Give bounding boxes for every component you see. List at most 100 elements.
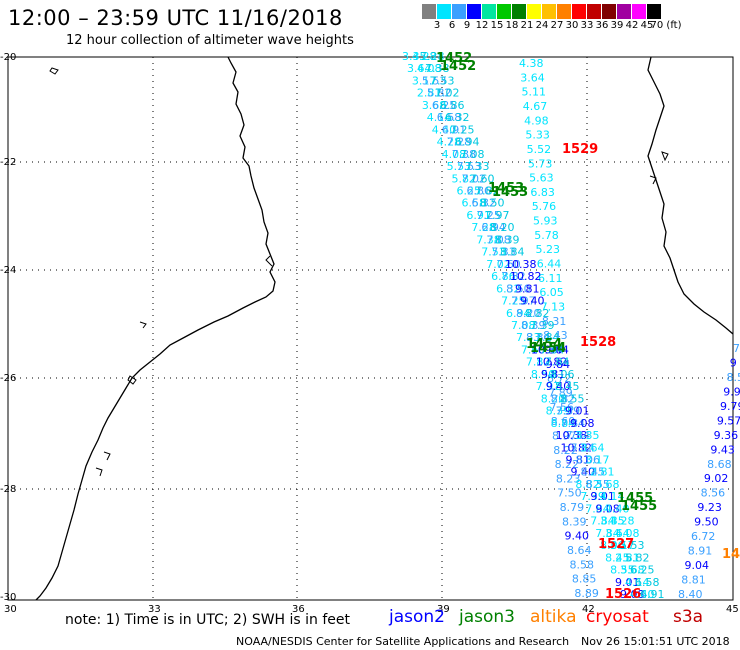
pass-time-label: 1453 xyxy=(492,185,528,200)
wave-height-value: 7.97 xyxy=(536,380,561,393)
wave-height-value: 6.05 xyxy=(539,286,564,299)
wave-height-value: 7.82 xyxy=(501,270,526,283)
wave-height-value: 9.50 xyxy=(694,516,719,529)
wave-height-value: 9.84 xyxy=(546,358,571,371)
wave-height-value: 10.38 xyxy=(531,343,563,356)
wave-height-value: 4.08 xyxy=(615,527,640,540)
wave-height-value: 7.53 xyxy=(430,74,455,87)
color-scale-swatch xyxy=(497,4,512,19)
wave-height-value: 10.82 xyxy=(510,270,542,283)
wave-height-value: 7.02 xyxy=(462,172,487,185)
wave-height-value: 3.64 xyxy=(520,71,545,84)
wave-height-value: 8.82 xyxy=(575,478,600,491)
map-frame xyxy=(7,56,734,601)
wave-height-value: 9.40 xyxy=(570,466,595,479)
wave-height-value: 8.06 xyxy=(600,539,625,552)
wave-height-value: 7.97 xyxy=(485,209,510,222)
wave-height-value: 9.40 xyxy=(546,380,571,393)
wave-height-value: 8.81 xyxy=(681,574,706,587)
wave-height-value: 9.01 xyxy=(615,576,640,589)
wave-height-value: 7.53 xyxy=(457,160,482,173)
wave-height-value: 3.64 xyxy=(605,527,630,540)
wave-height-value: 3.68 xyxy=(595,478,620,491)
coastline-madagascar-detail xyxy=(649,151,669,185)
color-scale-label: 70 (ft) xyxy=(650,20,682,31)
wave-height-value: 8.55 xyxy=(610,564,635,577)
wave-height-value: 7.84 xyxy=(585,502,610,515)
wave-height-value: 9.36 xyxy=(714,429,739,442)
wave-height-value: 4.67 xyxy=(523,100,548,113)
wave-height-value: 8.20 xyxy=(490,221,515,234)
color-scale-swatch xyxy=(647,4,662,19)
wave-height-value: 6.86 xyxy=(467,185,492,198)
wave-height-value: 7.60 xyxy=(496,258,521,271)
wave-height-value: 4.40 xyxy=(605,502,630,515)
wave-height-value: 8.84 xyxy=(526,331,551,344)
wave-height-value: 9 xyxy=(730,356,737,369)
wave-height-value: 8.84 xyxy=(551,417,576,430)
color-scale-swatch xyxy=(422,4,437,19)
wave-height-value: 6.32 xyxy=(496,282,521,295)
wave-height-value: 6.94 xyxy=(506,307,530,320)
wave-height-value: 7.84 xyxy=(561,417,586,430)
color-scale-swatch xyxy=(512,4,527,19)
pass-time-label: 1528 xyxy=(580,335,616,350)
wave-height-value: 5.23 xyxy=(536,243,561,256)
wave-height-value: 7.25 xyxy=(450,123,475,136)
wave-height-value: 10.82 xyxy=(561,441,593,454)
wave-height-value: 8.43 xyxy=(543,329,568,342)
wave-height-value: 8.97 xyxy=(552,429,577,442)
wave-height-value: 7.84 xyxy=(590,515,615,528)
wave-height-value: 8.58 xyxy=(569,558,594,571)
wave-height-value: 8.22 xyxy=(553,444,578,457)
wave-height-value: 3.64 xyxy=(407,62,432,75)
color-scale-label: 15 xyxy=(490,20,504,31)
latitude-label: -26 xyxy=(0,373,16,384)
wave-height-value: 3.68 xyxy=(422,99,447,112)
pass-time-label: 1455 xyxy=(617,491,653,506)
wave-height-value: 7.28 xyxy=(420,50,445,63)
wave-height-value: 7.60 xyxy=(470,172,495,185)
wave-height-value: 6.25 xyxy=(457,185,482,198)
wave-height-value: 9.44 xyxy=(544,343,569,356)
wave-height-value: 6.94 xyxy=(455,136,480,149)
wave-height-value: 5.53 xyxy=(447,160,472,173)
note-text: note: 1) Time is in UTC; 2) SWH is in fe… xyxy=(65,612,351,628)
wave-height-value: 5.33 xyxy=(525,129,550,142)
color-scale-swatch xyxy=(587,4,602,19)
wave-height-value: 7.84 xyxy=(535,331,560,344)
pass-time-label: 1527 xyxy=(598,537,634,552)
wave-height-value: 5.53 xyxy=(620,539,645,552)
wave-height-value: 6.91 xyxy=(442,123,467,136)
wave-height-value: 7.33 xyxy=(465,160,490,173)
wave-height-value: 4.38 xyxy=(519,57,544,70)
wave-height-value: 8.85 xyxy=(572,573,597,586)
wave-height-value: 4.98 xyxy=(524,114,549,127)
wave-height-value: 8.20 xyxy=(516,307,541,320)
wave-height-value: 8.55 xyxy=(585,478,610,491)
wave-height-value: 8.50 xyxy=(480,197,505,210)
wave-height-value: 7.25 xyxy=(476,209,501,222)
wave-height-value: 4.28 xyxy=(437,136,462,149)
wave-height-value: 9.08 xyxy=(620,588,645,601)
wave-height-value: 8.60 xyxy=(551,415,576,428)
wave-height-value: 8.39 xyxy=(546,405,571,418)
wave-height-value: 7.53 xyxy=(481,246,506,259)
coastline-africa xyxy=(35,56,276,601)
wave-height-value: 6.58 xyxy=(635,576,660,589)
latitude-label: -24 xyxy=(0,265,16,276)
color-scale-swatches xyxy=(422,4,662,19)
legend-s3a: s3a xyxy=(673,607,704,627)
wave-height-value: 3.35 xyxy=(575,429,600,442)
wave-height-value: 5.82 xyxy=(625,551,650,564)
wave-height-value: 7.28 xyxy=(471,221,496,234)
wave-height-value: 9.81 xyxy=(541,368,566,381)
wave-height-value: 9.04 xyxy=(684,559,709,572)
wave-height-value: 5.76 xyxy=(532,200,557,213)
coastline-madagascar xyxy=(647,56,734,335)
footer-timestamp: Nov 26 15:01:51 UTC 2018 xyxy=(581,635,730,648)
wave-height-value: 5.78 xyxy=(534,229,559,242)
wave-height-value: 8.06 xyxy=(550,368,575,381)
wave-height-value: 7.39 xyxy=(580,490,605,503)
wave-height-value: 8.5 xyxy=(727,371,740,384)
